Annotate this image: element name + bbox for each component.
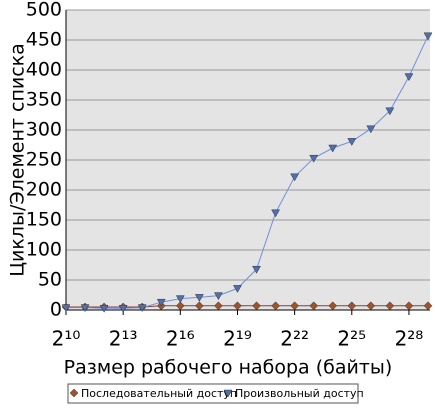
marker [271, 301, 280, 311]
marker [271, 209, 281, 218]
marker [347, 138, 357, 146]
marker [175, 295, 185, 304]
marker [423, 301, 433, 311]
marker [385, 301, 395, 311]
marker [290, 173, 300, 182]
y-tick-label: 500 [26, 0, 62, 21]
y-tick-label: 50 [38, 269, 62, 291]
legend-label: Последовательный доступ [81, 387, 237, 400]
marker [195, 301, 204, 311]
legend [67, 383, 359, 404]
y-tick-label: 450 [26, 29, 62, 51]
x-axis-label: Размер рабочего набора (байты) [64, 357, 393, 379]
marker [404, 301, 414, 311]
x-tick-label: 2²² [280, 327, 309, 351]
marker [404, 73, 414, 82]
marker [213, 292, 223, 301]
x-tick-label: 2¹⁰ [52, 327, 81, 351]
marker [290, 301, 299, 311]
series-line [66, 35, 429, 309]
marker [223, 389, 233, 398]
y-tick-label: 150 [26, 209, 62, 231]
y-tick-label: 400 [26, 59, 62, 81]
marker [309, 301, 319, 311]
marker [233, 301, 242, 311]
y-tick-label: 300 [26, 119, 62, 141]
marker [347, 301, 357, 311]
x-tick-label: 2²⁵ [337, 327, 366, 351]
y-tick-label: 0 [50, 299, 62, 321]
legend-label: Произвольный доступ [235, 387, 364, 400]
x-tick-label: 2¹³ [109, 327, 138, 351]
y-tick-label: 200 [26, 179, 62, 201]
y-tick-label: 250 [26, 149, 62, 171]
marker [175, 301, 185, 311]
marker [69, 388, 79, 398]
marker [309, 154, 319, 163]
y-tick-label: 350 [26, 89, 62, 111]
marker [80, 304, 90, 313]
marker [137, 304, 147, 313]
marker [423, 32, 433, 41]
y-tick-label: 100 [26, 239, 62, 261]
marker [328, 144, 338, 153]
marker [366, 301, 376, 311]
x-tick-label: 2²⁸ [395, 327, 424, 351]
y-axis-label: Циклы/Элемент списка [7, 43, 29, 277]
marker [118, 304, 128, 313]
x-tick-label: 2¹⁶ [166, 327, 195, 351]
marker [214, 301, 223, 311]
marker [99, 304, 109, 313]
marker [252, 265, 261, 274]
marker [252, 301, 261, 311]
marker [385, 107, 395, 116]
marker [61, 304, 71, 313]
marker [156, 298, 166, 307]
marker [194, 294, 204, 302]
marker [233, 285, 242, 293]
marker [328, 301, 338, 311]
marker [366, 125, 376, 134]
x-tick-label: 2¹⁹ [223, 327, 252, 351]
